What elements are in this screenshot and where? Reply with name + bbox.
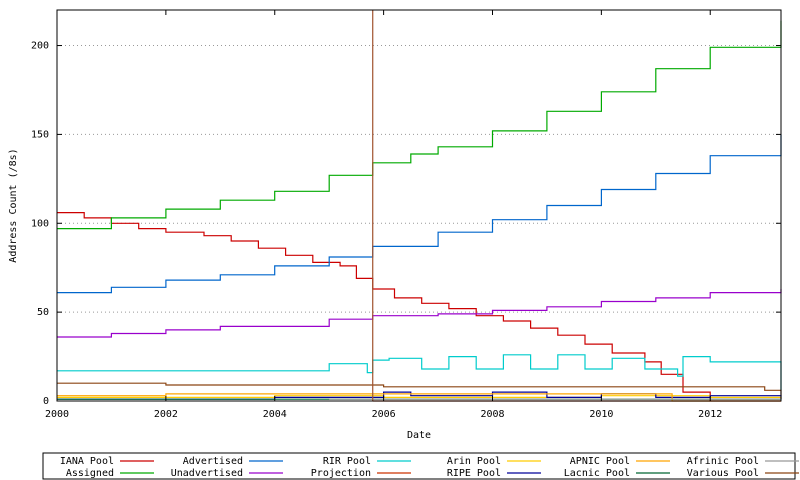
legend-label-unadvertised: Unadvertised: [171, 468, 243, 479]
legend-label-advertised: Advertised: [183, 456, 243, 467]
grid: [57, 45, 781, 313]
x-tick-label: 2010: [589, 409, 613, 420]
legend-label-projection: Projection: [311, 468, 371, 479]
legend-label-various-pool: Various Pool: [687, 468, 759, 479]
x-tick-label: 2002: [154, 409, 178, 420]
y-tick-label: 150: [31, 129, 49, 140]
x-tick-label: 2012: [698, 409, 722, 420]
y-tick-label: 0: [43, 396, 49, 407]
series-unadvertised-line: [57, 289, 782, 338]
legend-box: [42, 452, 796, 480]
legend-label-ripe-pool: RIPE Pool: [447, 468, 501, 479]
series-advertised-line: [57, 134, 782, 294]
y-tick-label: 200: [31, 41, 49, 52]
series-rir-pool-line: [57, 354, 782, 391]
legend-label-assigned: Assigned: [66, 468, 114, 479]
legend-label-afrinic-pool: Afrinic Pool: [687, 456, 759, 467]
x-tick-label: 2008: [480, 409, 504, 420]
y-tick-label: 50: [37, 307, 49, 318]
legend-label-lacnic-pool: Lacnic Pool: [564, 468, 630, 479]
legend-label-arin-pool: Arin Pool: [447, 456, 501, 467]
series-various-pool-line: [57, 382, 782, 396]
series-group: [57, 20, 782, 402]
y-axis-title: Address Count (/8s): [8, 148, 19, 262]
legend-label-rir-pool: RIR Pool: [323, 456, 371, 467]
x-tick-label: 2004: [263, 409, 287, 420]
series-ripe-pool-line: [57, 391, 782, 400]
plot-frame: [56, 9, 782, 402]
x-tick-label: 2000: [45, 409, 69, 420]
ticks: 0 50 100 150 200 2000 2002 2004 2006 2008 2010 2012: [31, 10, 781, 420]
series-assigned-line: [57, 20, 782, 230]
series-iana-pool-line: [57, 212, 781, 402]
legend-label-apnic-pool: APNIC Pool: [570, 456, 630, 467]
y-tick-label: 100: [31, 218, 49, 229]
x-axis-title: Date: [407, 430, 431, 441]
legend-label-iana-pool: IANA Pool: [60, 456, 114, 467]
x-tick-label: 2006: [372, 409, 396, 420]
